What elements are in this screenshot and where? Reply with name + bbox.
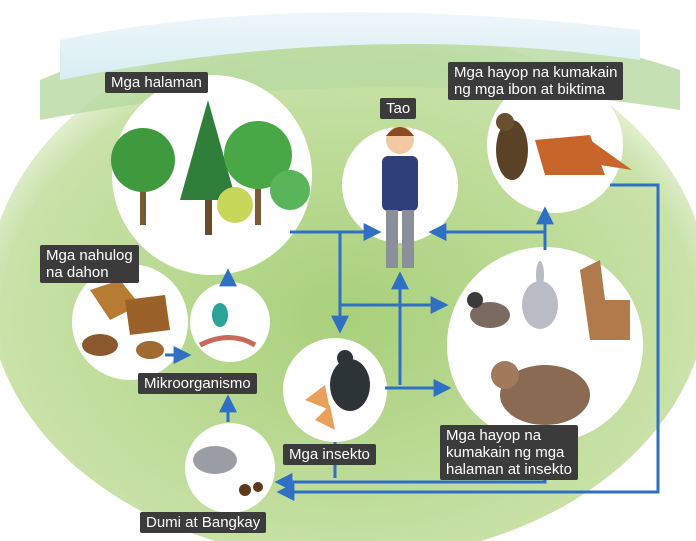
label-line: Mga hayop na kumakain [454,64,617,81]
node-label: Tao [380,98,416,119]
label-line: kumakain ng mga [446,444,572,461]
label-line: na dahon [46,264,133,281]
label-line: halaman at insekto [446,461,572,478]
label-line: Mga hayop na [446,427,572,444]
node-label: Mga halaman [105,72,208,93]
label-line: Mikroorganismo [144,375,251,392]
node-label: Dumi at Bangkay [140,512,266,533]
diagram: Mga halaman Tao Mga hayop na kumakainng … [0,0,696,541]
label-line: Mga insekto [289,446,370,463]
node-label: Mikroorganismo [138,373,257,394]
node-label: Mga insekto [283,444,376,465]
label-line: ng mga ibon at biktima [454,81,617,98]
label-line: Mga nahulog [46,247,133,264]
label-line: Dumi at Bangkay [146,514,260,531]
label-line: Mga halaman [111,74,202,91]
label-line: Tao [386,100,410,117]
